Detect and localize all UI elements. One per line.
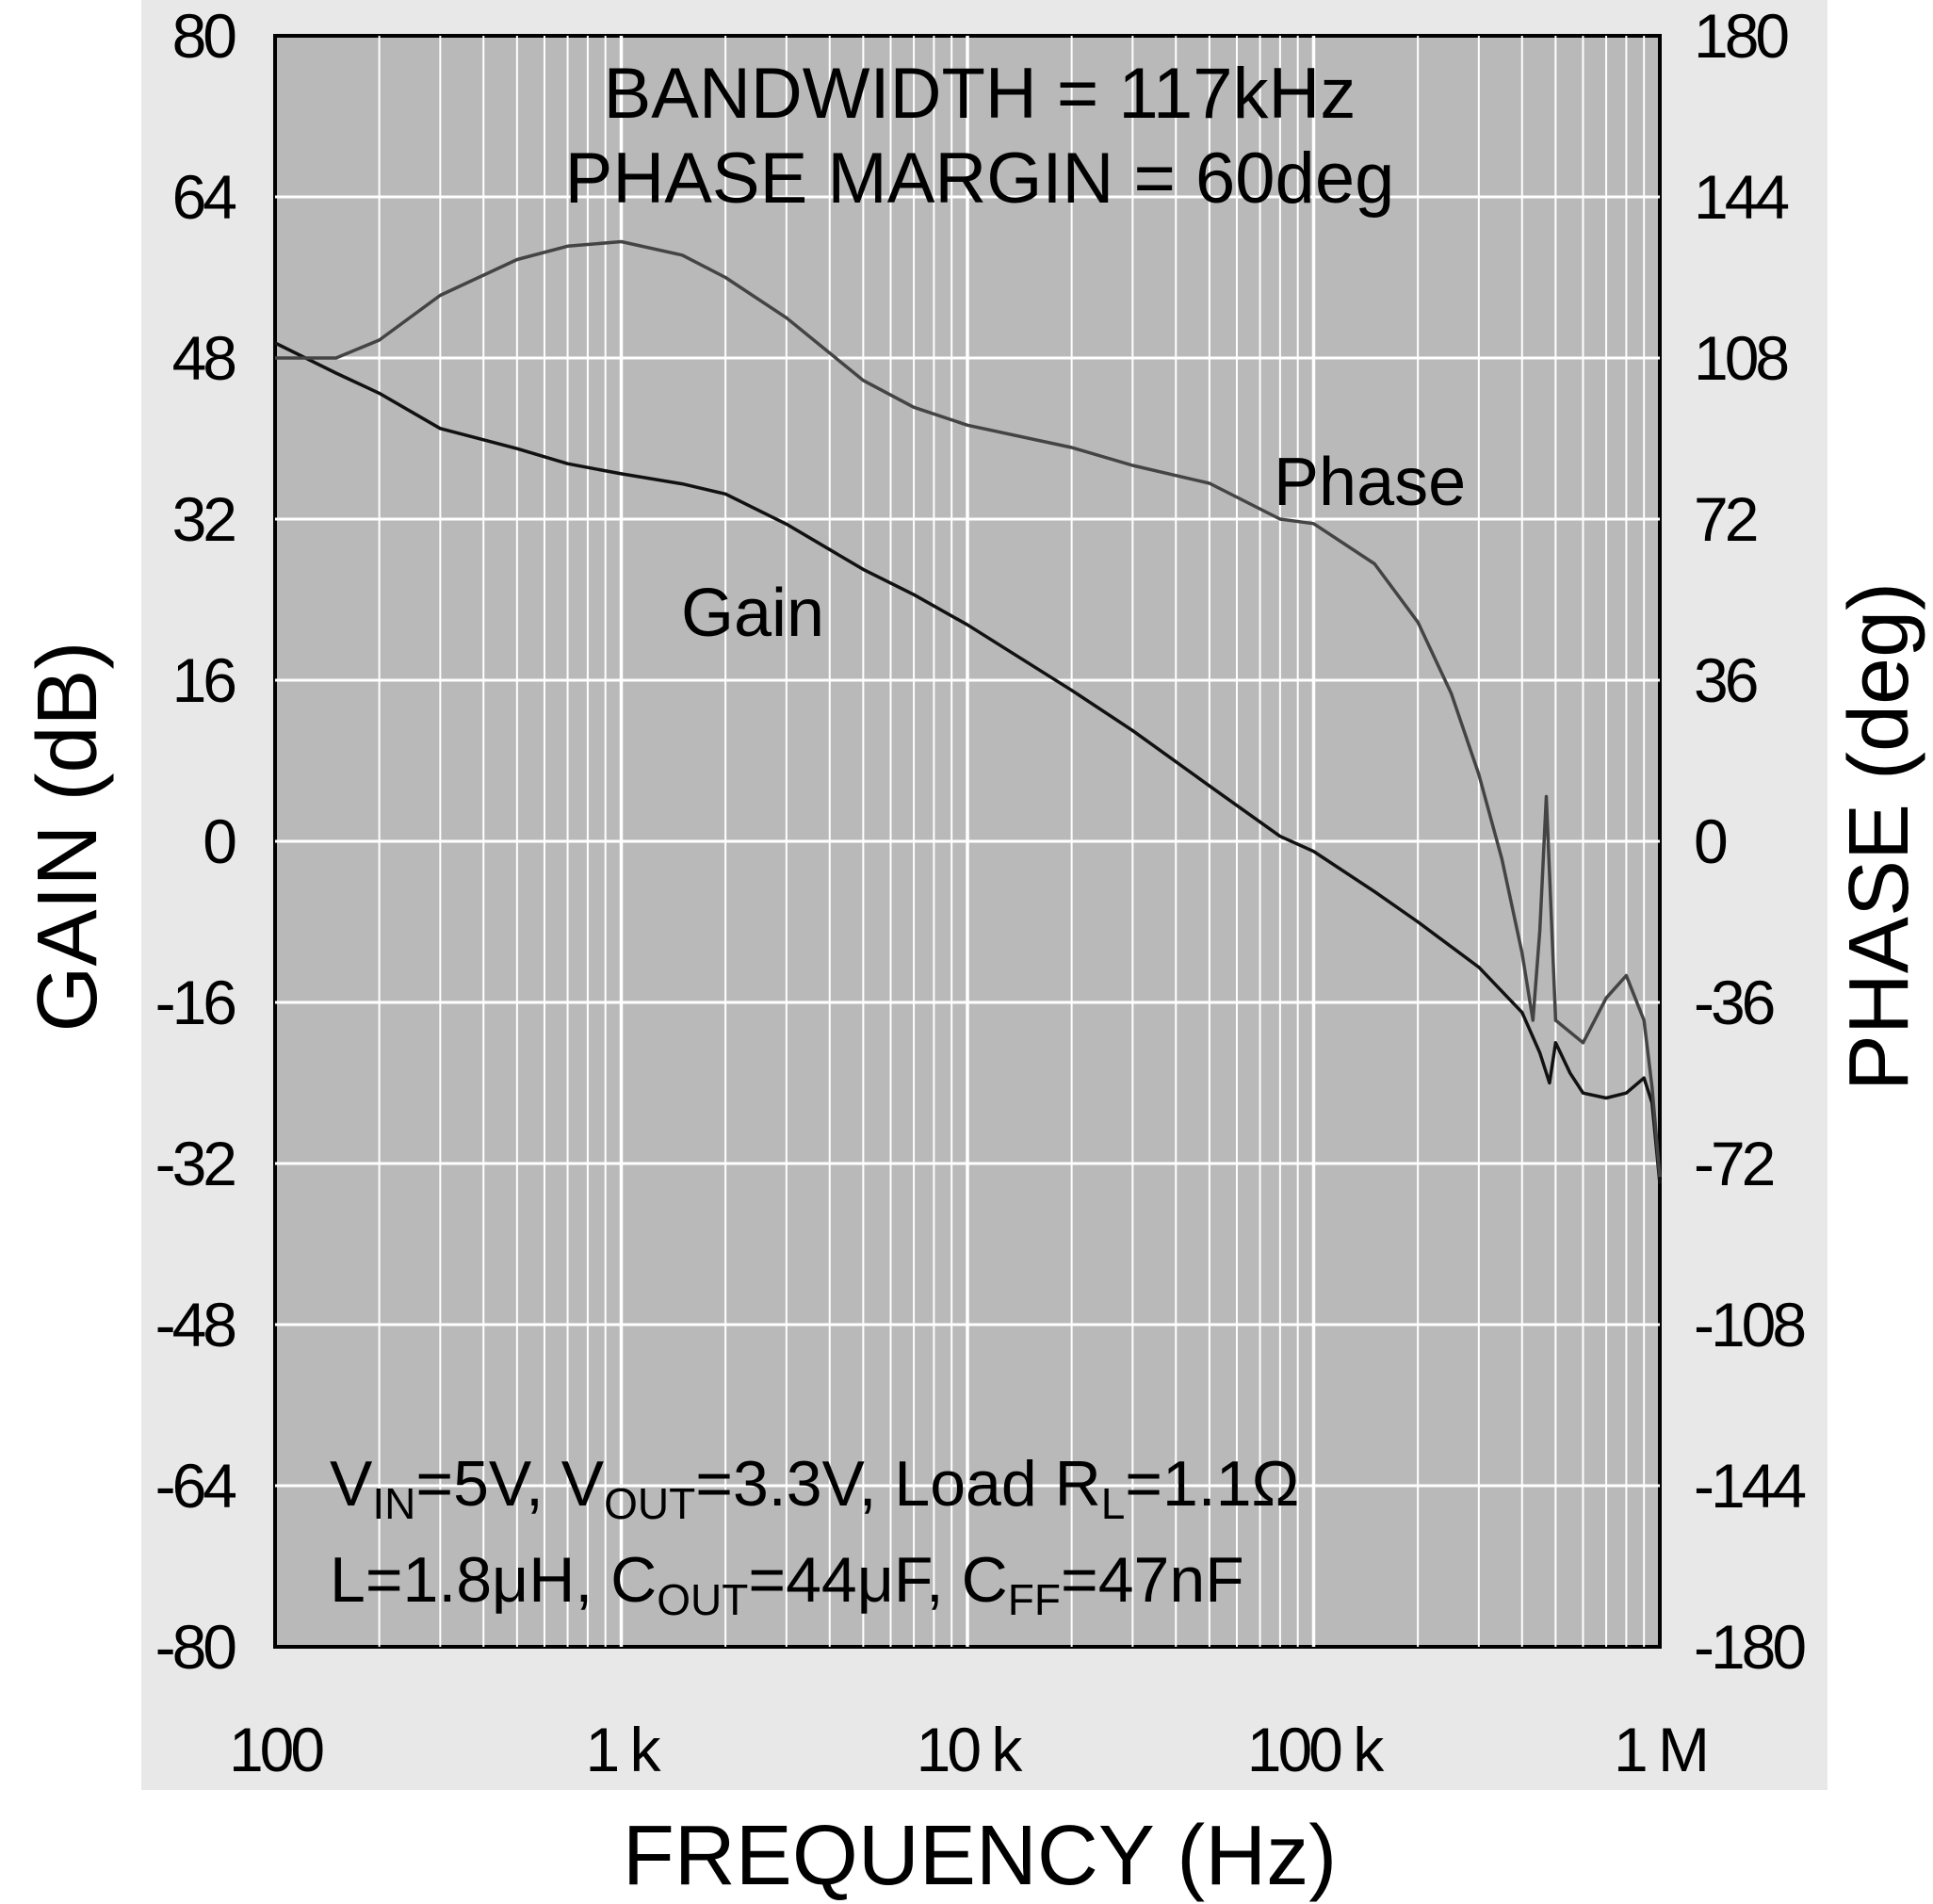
condition-text: =3.3V, Load R [695,1448,1100,1520]
y-tick-label-right: 180 [1694,1,1788,71]
y-tick-label-left: 64 [172,162,236,232]
y-tick-label-left: -80 [155,1612,236,1682]
y-tick-label-right: -180 [1694,1612,1805,1682]
y-tick-label-left: -16 [155,968,236,1037]
x-tick-label: 1 k [585,1715,661,1784]
header-phase-margin: PHASE MARGIN = 60deg [565,138,1395,219]
x-tick-label: 100 [229,1715,323,1784]
x-tick-label: 100 k [1247,1715,1385,1784]
x-tick-label: 10 k [917,1715,1024,1784]
header-bandwidth: BANDWIDTH = 117kHz [604,54,1356,134]
y-tick-label-right: 144 [1694,162,1788,232]
gain-curve-label: Gain [681,576,824,651]
y-tick-label-right: 108 [1694,323,1787,393]
y-tick-label-left: -32 [155,1129,236,1198]
subscript-text: OUT [604,1479,695,1528]
y-tick-label-right: -108 [1694,1290,1804,1359]
condition-text: L=1.8μH, C [330,1544,657,1616]
y-tick-label-right: -36 [1694,968,1774,1037]
y-axis-title-left: GAIN (dB) [21,641,115,1032]
condition-text: =1.1Ω [1125,1448,1299,1520]
y-tick-label-left: -64 [155,1451,236,1521]
bode-plot: 80 64 48 32 16 0 -16 -32 -48 -64 -80 180 144 108 72 36 0… [0,0,1933,1904]
y-tick-label-left: 80 [172,1,236,71]
x-axis-title: FREQUENCY (Hz) [623,1809,1337,1903]
y-tick-label-right: -72 [1694,1129,1774,1198]
condition-text: =44μF, C [748,1544,1007,1616]
y-axis-title-right: PHASE (deg) [1832,582,1926,1091]
x-tick-label: 1 M [1614,1715,1706,1784]
y-tick-label-right: 36 [1694,645,1757,715]
subscript-text: L [1101,1479,1126,1528]
y-tick-label-left: -48 [155,1290,236,1359]
y-tick-label-right: 72 [1694,484,1757,554]
condition-text: =47nF [1061,1544,1244,1616]
subscript-text: OUT [657,1575,748,1624]
y-tick-label-right: 0 [1694,806,1727,876]
y-tick-label-left: 16 [172,645,236,715]
subscript-text: FF [1008,1575,1061,1624]
y-tick-label-left: 0 [203,806,236,876]
operating-conditions-line-1: VIN=5V, VOUT=3.3V, Load RL=1.1Ω [330,1448,1299,1528]
condition-text: =5V, V [415,1448,604,1520]
subscript-text: IN [372,1479,415,1528]
phase-curve-label: Phase [1274,445,1466,520]
y-tick-label-left: 48 [172,323,236,393]
operating-conditions-line-2: L=1.8μH, COUT=44μF, CFF=47nF [330,1544,1244,1624]
condition-text: V [330,1448,373,1520]
y-tick-label-right: -144 [1694,1451,1805,1521]
y-tick-label-left: 32 [172,484,236,554]
